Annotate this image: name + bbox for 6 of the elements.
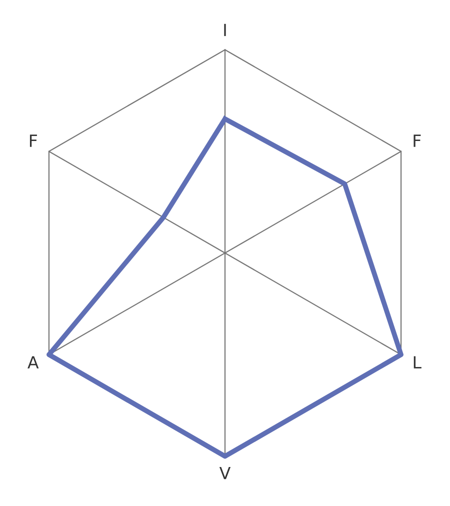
spoke-label: I [224,24,226,36]
spoke-label: A [28,356,39,368]
spoke-label: V [219,467,231,480]
spoke-label: F [414,134,421,147]
spoke-label: F [30,134,37,147]
spoke-label: L [414,356,422,368]
